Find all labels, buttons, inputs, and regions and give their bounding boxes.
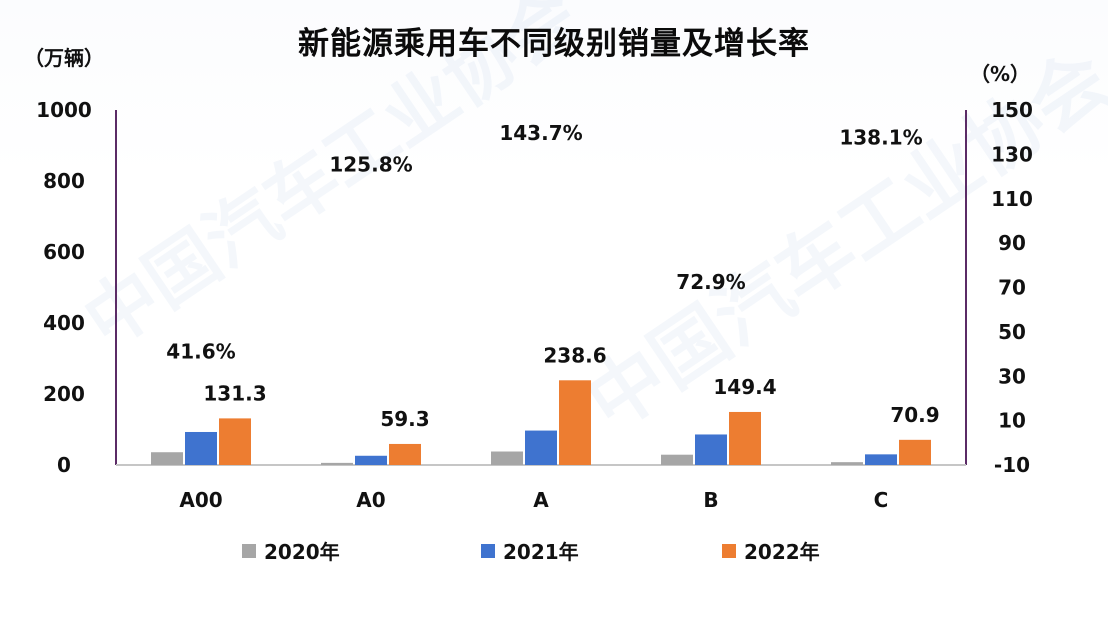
bar-a00-2021 (185, 431, 217, 465)
bar-b-2021 (695, 434, 727, 465)
bar-a-2020 (491, 451, 523, 465)
growth-label-b: 72.9% (676, 270, 745, 294)
data-label-2022-a: 238.6 (543, 343, 606, 367)
x-axis-tick-label-c: C (874, 488, 889, 512)
left-axis-tick-label-3: 600 (43, 240, 85, 264)
legend: 2020年 2021年 2022年 (0, 536, 1108, 568)
chart-title: 新能源乘用车不同级别销量及增长率 (298, 26, 810, 62)
bar-a0-2022 (389, 443, 421, 465)
bar-a00-2020 (151, 452, 183, 465)
left-axis-tick-label-5: 1000 (36, 98, 92, 122)
right-axis-tick-label-1: 10 (998, 409, 1026, 433)
left-axis-unit: （万辆） (24, 46, 104, 70)
data-label-2022-c: 70.9 (890, 403, 939, 427)
right-axis-tick-label-3: 50 (998, 320, 1026, 344)
data-label-2022-a00: 131.3 (203, 381, 266, 405)
legend-item-2021: 2021年 (481, 536, 579, 565)
legend-label-2020: 2020年 (264, 540, 340, 564)
legend-swatch-2021 (481, 543, 495, 558)
right-axis-tick-label-4: 70 (998, 276, 1026, 300)
right-axis-tick-label-6: 110 (991, 187, 1033, 211)
right-axis-tick-label-8: 150 (991, 98, 1033, 122)
bar-a-2022 (559, 380, 591, 465)
x-axis-tick-label-b: B (703, 488, 718, 512)
left-axis-tick-label-0: 0 (57, 453, 71, 477)
growth-label-a0: 125.8% (329, 153, 412, 177)
legend-swatch-2022 (722, 543, 736, 558)
growth-label-a: 143.7% (499, 121, 582, 145)
bar-c-2020 (831, 462, 863, 465)
x-axis-tick-label-a0: A0 (356, 488, 385, 512)
right-axis-unit: （%） (970, 62, 1031, 86)
left-axis-tick-label-4: 800 (43, 169, 85, 193)
right-axis-tick-label-5: 90 (998, 231, 1026, 255)
x-axis-tick-label-a: A (533, 488, 549, 512)
data-label-2022-a0: 59.3 (380, 407, 429, 431)
bar-a0-2020 (321, 462, 353, 465)
right-axis-tick-label-2: 30 (998, 364, 1026, 388)
legend-label-2021: 2021年 (503, 540, 579, 564)
bar-c-2022 (899, 439, 931, 465)
bar-a-2021 (525, 430, 557, 465)
legend-item-2022: 2022年 (722, 536, 820, 565)
left-axis-tick-label-1: 200 (43, 382, 85, 406)
legend-item-2020: 2020年 (242, 536, 340, 565)
growth-label-a00: 41.6% (166, 340, 235, 364)
bar-a00-2022 (219, 418, 251, 465)
legend-label-2022: 2022年 (744, 540, 820, 564)
bar-c-2021 (865, 454, 897, 465)
bar-b-2020 (661, 454, 693, 465)
left-axis-tick-label-2: 400 (43, 311, 85, 335)
bar-b-2022 (729, 411, 761, 465)
bar-a0-2021 (355, 455, 387, 465)
right-axis-tick-label-0: -10 (994, 453, 1030, 477)
legend-swatch-2020 (242, 543, 256, 558)
x-axis-tick-label-a00: A00 (179, 488, 222, 512)
right-axis-tick-label-7: 130 (991, 142, 1033, 166)
growth-label-c: 138.1% (839, 125, 922, 149)
data-label-2022-b: 149.4 (713, 375, 776, 399)
